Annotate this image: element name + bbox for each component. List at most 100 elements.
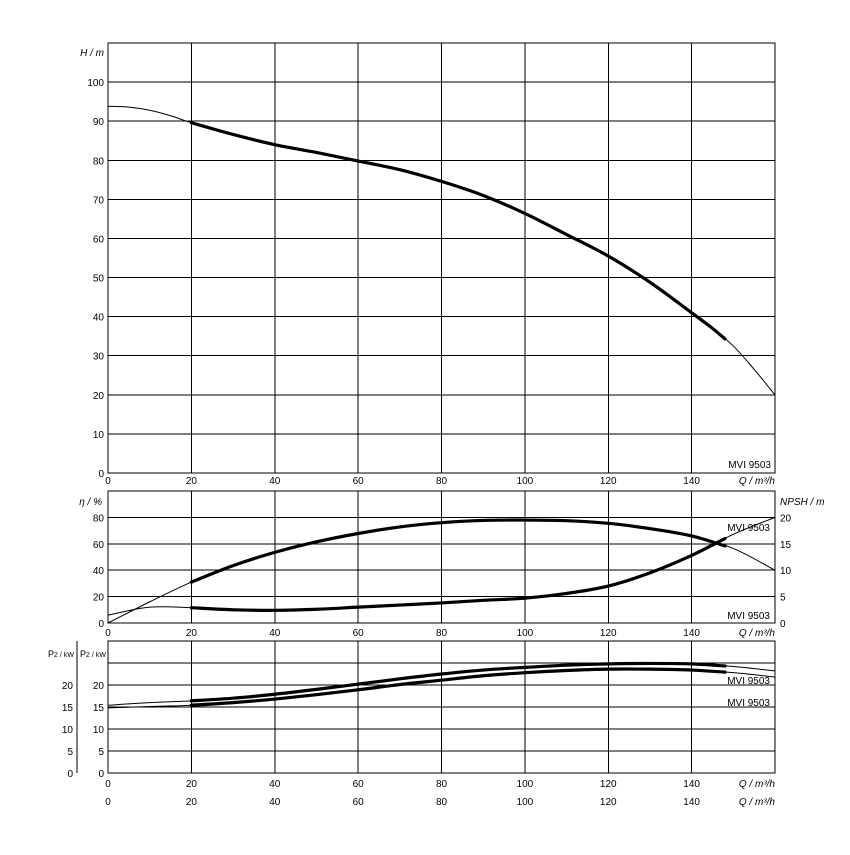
head-y-tick: 60 xyxy=(93,234,105,245)
efficiency-x-axis-label: Q / m³/h xyxy=(739,628,776,639)
power-x-tick-upper: 100 xyxy=(517,779,534,790)
head-y-tick: 70 xyxy=(93,195,105,206)
power-outer-y-tick: 10 xyxy=(62,725,74,736)
power-x-tick-lower: 120 xyxy=(600,797,617,808)
power-plot-frame xyxy=(107,640,776,774)
power-x-tick-labels-upper: 0 20 40 60 80 100 120 140 xyxy=(105,779,700,790)
efficiency-y-tick: 60 xyxy=(93,540,105,551)
head-y-tick: 0 xyxy=(98,469,104,480)
power-x-tick-labels-lower: 0 20 40 60 80 100 120 140 xyxy=(105,797,700,808)
head-x-axis-label: Q / m³/h xyxy=(739,476,776,487)
npsh-series-operating-curve xyxy=(189,536,727,612)
efficiency-y-axis-label: η / % xyxy=(79,497,102,508)
efficiency-series-operating-curve xyxy=(189,518,727,584)
power-x-axis-label-upper: Q / m³/h xyxy=(739,779,776,790)
efficiency-y-tick: 20 xyxy=(93,593,105,604)
head-y-tick: 20 xyxy=(93,391,105,402)
power-series-0-operating-curve xyxy=(189,661,727,703)
power-inner-y-tick: 5 xyxy=(98,747,104,758)
efficiency-y-tick: 40 xyxy=(93,566,105,577)
efficiency-x-tick: 0 xyxy=(105,628,111,639)
efficiency-panel: 0 20 40 60 80 0 5 10 15 20 0 20 40 60 80 100 120 140 η … xyxy=(79,490,824,639)
npsh-y-tick: 20 xyxy=(780,513,792,524)
power-inner-y-tick: 0 xyxy=(98,769,104,780)
efficiency-y-tick: 80 xyxy=(93,513,105,524)
head-x-tick: 80 xyxy=(436,476,448,487)
npsh-y-tick: 10 xyxy=(780,566,792,577)
power-x-tick-upper: 140 xyxy=(683,779,700,790)
npsh-y-tick: 0 xyxy=(780,619,786,630)
power-outer-y-tick: 20 xyxy=(62,681,74,692)
power-panel: 0 5 10 15 20 0 5 10 15 20 0 20 40 60 80 100 120 140 0 20… xyxy=(48,640,776,808)
power-x-tick-upper: 80 xyxy=(436,779,448,790)
power-inner-y-tick: 20 xyxy=(93,681,105,692)
head-y-tick: 10 xyxy=(93,430,105,441)
power-x-tick-lower: 60 xyxy=(353,797,365,808)
power-outer-y-tick: 15 xyxy=(62,703,74,714)
power-outer-y-tick: 5 xyxy=(67,747,73,758)
head-y-axis-label: H / m xyxy=(80,48,104,59)
npsh-y-tick: 5 xyxy=(780,593,786,604)
head-y-tick: 100 xyxy=(87,78,104,89)
power-inner-y-tick: 15 xyxy=(93,703,105,714)
power-upper-model-label: MVI 9503 xyxy=(727,676,770,687)
power-outer-y-tick-labels: 0 5 10 15 20 xyxy=(62,681,74,780)
head-panel: 0 10 20 30 40 50 60 70 80 90 100 0 20 40 60 80 100 120 14… xyxy=(80,42,776,487)
efficiency-plot-frame xyxy=(107,490,776,624)
efficiency-y-tick-labels: 0 20 40 60 80 xyxy=(93,513,105,630)
power-x-tick-lower: 100 xyxy=(517,797,534,808)
npsh-y-tick: 15 xyxy=(780,540,792,551)
npsh-y-tick-labels: 0 5 10 15 20 xyxy=(780,513,792,630)
efficiency-x-tick: 40 xyxy=(269,628,281,639)
power-x-tick-upper: 0 xyxy=(105,779,111,790)
power-inner-y-tick-labels: 0 5 10 15 20 xyxy=(93,681,105,780)
power-inner-y-tick: 10 xyxy=(93,725,105,736)
power-x-tick-lower: 40 xyxy=(269,797,281,808)
power-x-tick-upper: 120 xyxy=(600,779,617,790)
power-x-tick-lower: 20 xyxy=(186,797,198,808)
power-x-tick-lower: 80 xyxy=(436,797,448,808)
efficiency-x-tick: 60 xyxy=(353,628,365,639)
npsh-model-label: MVI 9503 xyxy=(727,611,770,622)
power-x-tick-lower: 140 xyxy=(683,797,700,808)
efficiency-x-tick: 80 xyxy=(436,628,448,639)
power-outer-y-axis-label: P2/ kW xyxy=(48,649,74,659)
head-series-0-operating-curve xyxy=(189,121,727,341)
efficiency-model-label: MVI 9503 xyxy=(727,523,770,534)
head-grid xyxy=(108,43,775,473)
head-plot-frame xyxy=(107,42,776,474)
power-series-1-operating-curve xyxy=(189,667,727,707)
efficiency-x-tick: 140 xyxy=(683,628,700,639)
head-x-tick: 0 xyxy=(105,476,111,487)
power-inner-y-axis-label: P2/ kW xyxy=(80,649,106,659)
npsh-y-axis-label: NPSH / m xyxy=(780,497,824,508)
head-x-tick: 20 xyxy=(186,476,198,487)
power-x-tick-lower: 0 xyxy=(105,797,111,808)
power-lower-model-label: MVI 9503 xyxy=(727,698,770,709)
head-curves xyxy=(107,105,776,396)
power-outer-y-tick: 0 xyxy=(67,769,73,780)
head-x-tick: 100 xyxy=(517,476,534,487)
head-y-tick: 50 xyxy=(93,274,105,285)
efficiency-x-tick: 100 xyxy=(517,628,534,639)
head-y-tick: 80 xyxy=(93,156,105,167)
head-y-tick: 90 xyxy=(93,117,105,128)
power-x-axis-label-lower: Q / m³/h xyxy=(739,797,776,808)
power-x-tick-upper: 20 xyxy=(186,779,198,790)
efficiency-x-tick: 20 xyxy=(186,628,198,639)
power-x-tick-upper: 60 xyxy=(353,779,365,790)
head-model-label: MVI 9503 xyxy=(728,460,771,471)
head-x-tick: 120 xyxy=(600,476,617,487)
head-y-tick: 30 xyxy=(93,352,105,363)
efficiency-npsh-curves xyxy=(107,516,776,624)
head-x-tick: 140 xyxy=(683,476,700,487)
head-x-tick: 40 xyxy=(269,476,281,487)
power-x-tick-upper: 40 xyxy=(269,779,281,790)
power-grid xyxy=(108,641,775,773)
head-y-tick: 40 xyxy=(93,313,105,324)
efficiency-x-tick-labels: 0 20 40 60 80 100 120 140 xyxy=(105,628,700,639)
efficiency-y-tick: 0 xyxy=(98,619,104,630)
head-x-tick-labels: 0 20 40 60 80 100 120 140 xyxy=(105,476,700,487)
